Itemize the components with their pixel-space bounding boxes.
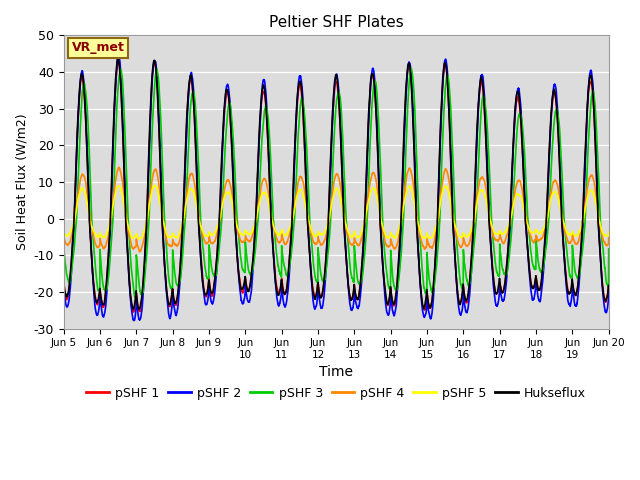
pSHF 3 — [132, 294, 140, 300]
pSHF 5 — [125, 227, 133, 233]
Hukseflux — [129, 306, 137, 312]
Hukseflux — [481, 113, 489, 119]
pSHF 5 — [605, 229, 612, 235]
pSHF 4 — [125, 228, 132, 234]
pSHF 4 — [94, 244, 102, 250]
Hukseflux — [605, 284, 612, 290]
pSHF 5 — [135, 236, 143, 242]
pSHF 1 — [125, 279, 133, 285]
Hukseflux — [230, 186, 237, 192]
pSHF 2 — [605, 288, 612, 293]
pSHF 2 — [60, 283, 67, 289]
pSHF 4 — [136, 249, 143, 255]
Hukseflux — [125, 279, 133, 285]
pSHF 3 — [605, 246, 612, 252]
pSHF 5 — [230, 206, 237, 212]
Hukseflux — [94, 297, 102, 303]
pSHF 4 — [230, 198, 237, 204]
pSHF 3 — [481, 98, 489, 104]
pSHF 2 — [115, 53, 122, 59]
Line: pSHF 1: pSHF 1 — [63, 62, 609, 312]
pSHF 3 — [407, 66, 415, 72]
pSHF 3 — [125, 222, 132, 228]
pSHF 5 — [481, 193, 489, 199]
pSHF 5 — [151, 182, 159, 188]
Line: pSHF 4: pSHF 4 — [63, 167, 609, 252]
Hukseflux — [60, 279, 67, 285]
Y-axis label: Soil Heat Flux (W/m2): Soil Heat Flux (W/m2) — [15, 114, 28, 250]
pSHF 2 — [230, 169, 237, 175]
pSHF 4 — [125, 232, 133, 238]
Hukseflux — [114, 56, 122, 61]
pSHF 1 — [605, 282, 612, 288]
pSHF 2 — [125, 281, 133, 287]
pSHF 5 — [94, 234, 102, 240]
pSHF 5 — [436, 199, 444, 205]
pSHF 3 — [94, 288, 102, 293]
pSHF 4 — [436, 194, 444, 200]
pSHF 1 — [60, 277, 67, 283]
pSHF 2 — [481, 99, 489, 105]
pSHF 4 — [115, 164, 123, 170]
pSHF 5 — [60, 229, 67, 235]
pSHF 4 — [605, 235, 612, 240]
pSHF 1 — [94, 300, 102, 306]
pSHF 4 — [60, 234, 67, 240]
pSHF 2 — [125, 269, 132, 275]
pSHF 3 — [229, 136, 237, 142]
pSHF 2 — [94, 311, 102, 316]
pSHF 3 — [125, 234, 133, 240]
pSHF 3 — [436, 198, 444, 204]
Line: pSHF 2: pSHF 2 — [63, 56, 609, 321]
Legend: pSHF 1, pSHF 2, pSHF 3, pSHF 4, pSHF 5, Hukseflux: pSHF 1, pSHF 2, pSHF 3, pSHF 4, pSHF 5, … — [81, 382, 591, 405]
pSHF 1 — [481, 114, 489, 120]
Hukseflux — [125, 269, 132, 275]
Line: pSHF 3: pSHF 3 — [63, 69, 609, 297]
Text: VR_met: VR_met — [72, 41, 125, 54]
pSHF 4 — [481, 180, 489, 186]
pSHF 1 — [230, 179, 237, 184]
pSHF 2 — [130, 318, 138, 324]
pSHF 2 — [436, 134, 444, 140]
pSHF 3 — [60, 243, 67, 249]
pSHF 1 — [436, 129, 444, 134]
Line: Hukseflux: Hukseflux — [63, 59, 609, 309]
pSHF 1 — [125, 266, 132, 272]
pSHF 5 — [125, 224, 132, 230]
Line: pSHF 5: pSHF 5 — [63, 185, 609, 239]
Title: Peltier SHF Plates: Peltier SHF Plates — [269, 15, 404, 30]
X-axis label: Time: Time — [319, 365, 353, 380]
pSHF 1 — [114, 59, 122, 65]
pSHF 1 — [130, 309, 138, 315]
Hukseflux — [436, 123, 444, 129]
